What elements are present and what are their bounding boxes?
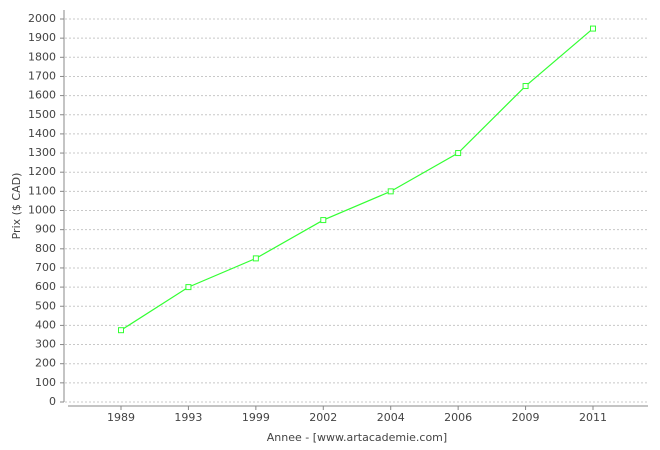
y-tick-label: 1700	[28, 69, 56, 82]
y-tick-label: 600	[35, 280, 56, 293]
y-tick-label: 1500	[28, 108, 56, 121]
y-axis-label: Prix ($ CAD)	[10, 173, 23, 240]
x-tick-label: 1999	[242, 411, 270, 424]
x-tick-label: 1989	[107, 411, 135, 424]
marker	[522, 83, 529, 90]
marker	[387, 188, 394, 195]
y-tick-label: 1600	[28, 89, 56, 102]
y-tick-label: 500	[35, 299, 56, 312]
x-tick-label: 2002	[309, 411, 337, 424]
marker	[252, 255, 259, 262]
y-tick-label: 1200	[28, 165, 56, 178]
y-tick-label: 1100	[28, 184, 56, 197]
x-tick-label: 2011	[579, 411, 607, 424]
y-tick-label: 900	[35, 223, 56, 236]
y-tick-label: 100	[35, 376, 56, 389]
line	[120, 28, 594, 331]
y-tick-label: 300	[35, 338, 56, 351]
y-tick-label: 200	[35, 357, 56, 370]
y-tick-label: 1800	[28, 50, 56, 63]
y-tick-label: 1000	[28, 204, 56, 217]
x-tick-label: 2004	[377, 411, 405, 424]
y-tick-label: 1900	[28, 31, 56, 44]
y-tick-label: 2000	[28, 12, 56, 25]
y-tick-label: 0	[49, 395, 56, 408]
x-tick-label: 1993	[174, 411, 202, 424]
marker	[185, 284, 192, 291]
marker	[590, 25, 596, 32]
y-tick-label: 700	[35, 261, 56, 274]
y-tick-label: 1300	[28, 146, 56, 159]
y-tick-label: 1400	[28, 127, 56, 140]
marker	[320, 217, 327, 224]
x-axis-label: Annee - [www.artacademie.com]	[267, 431, 447, 444]
y-tick-label: 400	[35, 318, 56, 331]
marker	[118, 327, 124, 334]
x-tick-label: 2009	[512, 411, 540, 424]
marker	[455, 150, 462, 157]
x-tick-label: 2006	[444, 411, 472, 424]
y-tick-label: 800	[35, 242, 56, 255]
